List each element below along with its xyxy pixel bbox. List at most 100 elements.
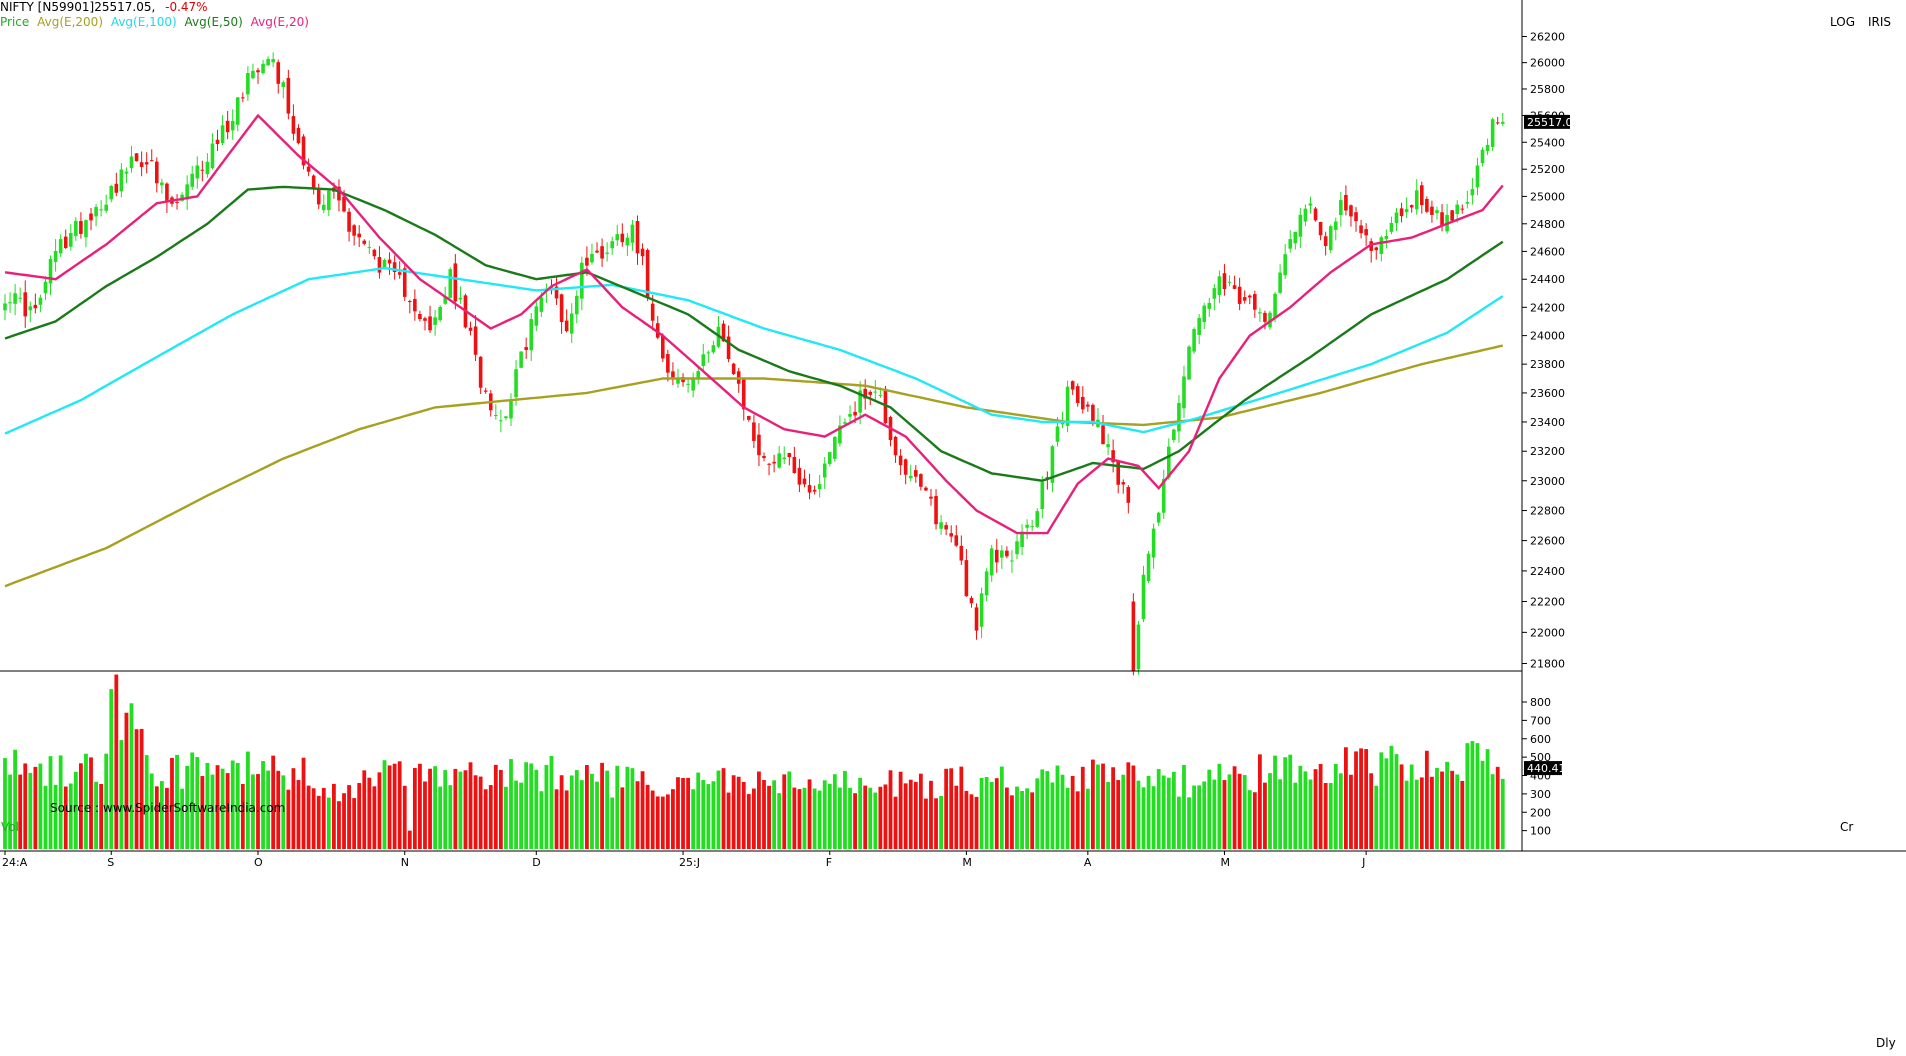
candle-body xyxy=(1379,237,1384,254)
candle xyxy=(1344,185,1348,216)
candle-body xyxy=(848,414,852,417)
candle-body xyxy=(124,171,129,174)
candle-body xyxy=(1475,165,1480,188)
candle-body xyxy=(342,196,346,212)
volume-bar xyxy=(1303,771,1308,849)
volume-bar xyxy=(347,785,351,849)
legend-ema50: Avg(E,50) xyxy=(184,15,243,29)
volume-bar xyxy=(316,795,321,849)
volume-bar xyxy=(418,763,422,849)
candle xyxy=(691,372,695,398)
volume-bar xyxy=(33,766,38,849)
candle xyxy=(372,248,377,260)
candle-body xyxy=(939,522,943,529)
candle xyxy=(661,333,665,363)
candle xyxy=(225,111,230,140)
candle-body xyxy=(1080,396,1085,410)
candle xyxy=(1293,231,1298,250)
candle xyxy=(625,232,630,256)
volume-bar xyxy=(741,781,746,849)
candle-body xyxy=(1055,426,1060,442)
candle xyxy=(863,379,867,410)
volume-bar xyxy=(762,780,766,849)
candle-body xyxy=(367,247,372,249)
price-tick-label: 22200 xyxy=(1530,595,1565,608)
candle xyxy=(33,293,38,314)
volume-bar xyxy=(620,787,625,849)
candle-body xyxy=(195,165,200,179)
candle-body xyxy=(1212,288,1217,299)
volume-bar xyxy=(908,779,913,849)
candle-body xyxy=(1151,528,1156,558)
volume-bar xyxy=(1131,765,1136,849)
volume-bar xyxy=(1495,766,1500,849)
candle xyxy=(1349,204,1353,227)
volume-bar xyxy=(286,789,291,849)
candle xyxy=(1035,508,1040,528)
volume-corner-label: Cr xyxy=(1840,820,1854,834)
candle-body xyxy=(1495,122,1500,124)
volume-bar xyxy=(817,790,822,849)
candle-body xyxy=(1091,404,1095,424)
candle xyxy=(1010,550,1014,573)
volume-bar xyxy=(114,674,119,849)
candle-body xyxy=(1106,444,1110,448)
volume-bar xyxy=(382,760,387,849)
candle xyxy=(286,69,291,120)
candle-body xyxy=(838,425,842,444)
candle-body xyxy=(1435,210,1439,214)
volume-bar xyxy=(1273,755,1277,849)
candle xyxy=(574,290,579,324)
candle xyxy=(838,415,842,447)
volume-bar xyxy=(1010,795,1014,849)
volume-bar xyxy=(1212,779,1217,849)
volume-bar xyxy=(832,774,837,849)
legend: Price Avg(E,200) Avg(E,100) Avg(E,50) Av… xyxy=(0,15,309,29)
candle-body xyxy=(1116,461,1120,485)
candle-body xyxy=(210,143,215,169)
symbol-label: NIFTY [N59901] xyxy=(0,0,95,14)
candle xyxy=(1070,380,1075,395)
candle xyxy=(402,263,407,301)
candle-body xyxy=(919,474,923,487)
candle-body xyxy=(215,139,220,144)
volume-bar xyxy=(443,770,448,849)
volume-bar xyxy=(711,781,716,849)
candle xyxy=(1227,275,1232,287)
candle-body xyxy=(1242,297,1247,301)
candle-body xyxy=(514,369,518,398)
candle-body xyxy=(1232,285,1237,289)
candle xyxy=(235,97,240,132)
volume-bar xyxy=(63,786,68,849)
candle xyxy=(8,292,12,313)
candle-body xyxy=(261,63,265,74)
candle xyxy=(762,452,766,462)
candle-body xyxy=(610,241,614,249)
candle xyxy=(1020,524,1024,556)
volume-bar xyxy=(478,776,483,849)
candle-body xyxy=(731,363,736,375)
candle xyxy=(1187,345,1191,380)
price-tick-label: 23400 xyxy=(1530,416,1565,429)
candle-body xyxy=(630,224,635,243)
log-toggle[interactable]: LOG xyxy=(1830,15,1856,29)
volume-bar xyxy=(772,780,777,849)
candle xyxy=(529,312,534,361)
candle xyxy=(79,212,83,239)
volume-bar xyxy=(498,769,503,849)
candle-body xyxy=(144,162,149,165)
candle-body xyxy=(1420,185,1424,206)
volume-bar xyxy=(1126,762,1131,849)
volume-bar xyxy=(367,777,372,849)
candle xyxy=(1328,224,1333,254)
candle-body xyxy=(68,233,73,247)
candle-body xyxy=(787,453,792,458)
candle xyxy=(1298,207,1303,249)
candle xyxy=(944,522,948,536)
candle xyxy=(1404,197,1409,218)
candle-body xyxy=(984,571,989,596)
volume-bar xyxy=(676,777,680,849)
candle-body xyxy=(1227,281,1232,283)
candle-body xyxy=(903,459,908,475)
